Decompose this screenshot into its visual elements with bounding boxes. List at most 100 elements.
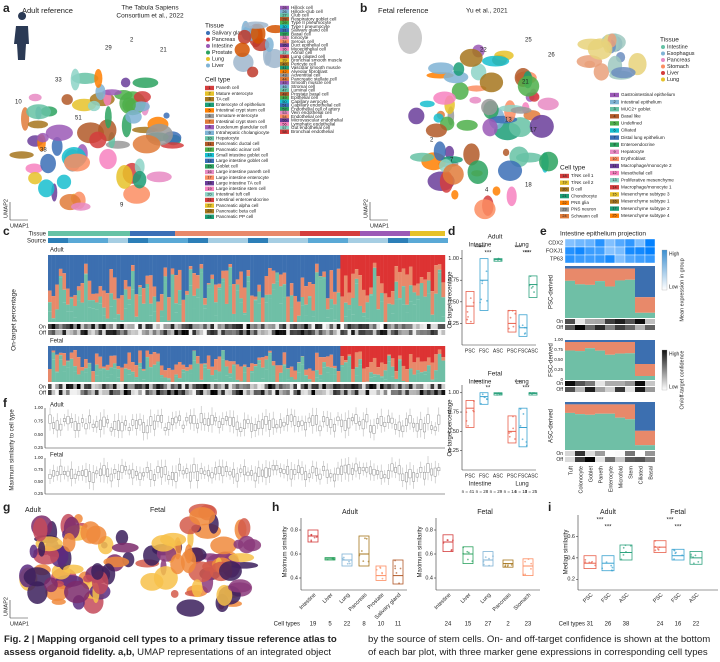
jitter-point [529, 391, 531, 394]
stack-segment [221, 359, 226, 382]
stack-segment [232, 313, 236, 322]
umap-cluster [63, 153, 91, 172]
off-cell [109, 390, 114, 395]
legend-swatch [205, 153, 214, 158]
jitter-point [530, 562, 533, 565]
on-cell [55, 324, 60, 329]
on-cell [329, 324, 334, 329]
stack-segment [192, 346, 197, 351]
x-tick-label: Colonocyte [578, 466, 584, 494]
umap-cluster [463, 143, 480, 166]
stack-segment [390, 255, 395, 292]
stack-segment [318, 346, 323, 358]
on-cell [235, 324, 240, 329]
x-tick-label: ASC [528, 473, 539, 479]
x-tick-label: PSC [507, 348, 518, 354]
legend-label: Lung ciliated cell [291, 54, 325, 59]
legend-number: 17 [612, 207, 616, 211]
off-cell [315, 330, 319, 335]
stack-segment [437, 354, 442, 382]
stack-segment [232, 255, 236, 285]
umap-cluster [26, 104, 52, 120]
box [199, 468, 203, 474]
on-cell [605, 381, 615, 386]
stack-segment [318, 379, 323, 382]
off-cell [585, 457, 595, 462]
umap-cluster [216, 584, 233, 606]
stack-segment [210, 346, 215, 367]
off-cell [192, 390, 197, 395]
umap-cluster [444, 145, 455, 159]
on-cell [419, 384, 424, 389]
on-cell [575, 381, 585, 386]
legend-swatch [205, 125, 214, 130]
umap-cluster [587, 38, 613, 60]
off-cell [257, 390, 262, 395]
box [242, 419, 246, 430]
stack-segment [98, 346, 103, 357]
umap-cluster [91, 563, 104, 580]
stack-segment [163, 346, 168, 371]
off-cell [94, 330, 99, 335]
jitter-point [466, 310, 469, 313]
on-cell [159, 384, 164, 389]
off-cell [423, 330, 428, 335]
box [365, 414, 369, 423]
off-cell [51, 390, 56, 395]
legend-swatch [280, 5, 289, 11]
legend-number: 32 [282, 32, 286, 36]
off-cell [401, 390, 406, 395]
stack-segment [116, 369, 121, 378]
stack-segment [69, 255, 74, 297]
on-cell [203, 324, 207, 329]
box [174, 416, 178, 424]
stack-segment [239, 298, 244, 303]
stack-segment [645, 312, 655, 318]
significance: *** [522, 251, 530, 257]
jitter-point [521, 438, 524, 441]
off-cell [297, 330, 301, 335]
box [138, 419, 142, 426]
off-cell [615, 325, 625, 330]
stack-segment [394, 371, 399, 379]
off-cell [369, 390, 374, 395]
stack-segment [271, 270, 276, 284]
on-cell [156, 384, 161, 389]
stack-segment [232, 365, 236, 382]
off-cell [163, 390, 168, 395]
caption-bold: Fig. 2 | Mapping organoid cell types to … [4, 634, 337, 658]
off-cell [203, 330, 207, 335]
stack-segment [253, 346, 258, 365]
stack-segment [221, 346, 226, 351]
legend-number: 28 [282, 17, 286, 21]
legend-number: 42 [282, 70, 286, 74]
stack-segment [300, 346, 305, 357]
stack-segment [246, 276, 251, 282]
stack-segment [412, 285, 417, 293]
stack-segment [62, 255, 67, 274]
on-cell [423, 324, 428, 329]
stack-segment [300, 296, 305, 306]
legend-dot [206, 37, 210, 42]
caption-panels: a,b, [117, 647, 135, 658]
stack-segment [441, 360, 446, 363]
legend-number: 7 [208, 120, 210, 124]
cluster-label: 2 [130, 38, 134, 44]
count-label: 22 [693, 622, 700, 628]
legend-label: Pancreatic beta cell [216, 208, 256, 213]
legend-swatch [560, 193, 569, 199]
box [217, 421, 221, 428]
stack-segment [416, 357, 420, 371]
off-cell [365, 390, 370, 395]
legend-number: 54 [282, 115, 286, 119]
legend-label: Duodenum glandular cell [216, 124, 267, 129]
umap-cluster [28, 93, 42, 102]
box [653, 540, 667, 553]
stack-segment [311, 316, 316, 322]
jitter-point [657, 547, 659, 550]
jitter-point [466, 550, 469, 553]
on-cell [585, 381, 595, 386]
box [217, 466, 221, 474]
umap-cluster [89, 131, 107, 149]
